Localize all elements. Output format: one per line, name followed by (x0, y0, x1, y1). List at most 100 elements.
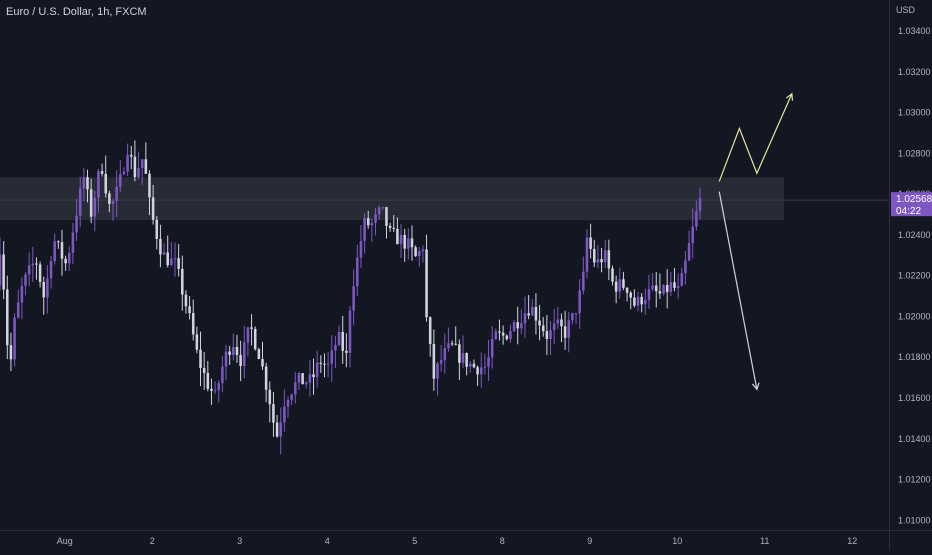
candle-body (439, 360, 443, 364)
candle-body (680, 273, 684, 286)
bearish-projection-arrow-head (751, 382, 760, 391)
candle-body (417, 251, 421, 257)
candle-body (213, 390, 217, 392)
candle-body (57, 241, 60, 243)
candle-body (210, 388, 213, 391)
candle-body (669, 282, 673, 292)
candle-body (301, 373, 304, 385)
candle-body (396, 228, 399, 245)
candle-body (104, 173, 108, 194)
candle-body (698, 198, 702, 212)
candle-body (545, 331, 549, 340)
candle-body (93, 197, 97, 217)
candle-body (443, 348, 447, 361)
candle-body (538, 320, 541, 326)
candle-body (242, 342, 246, 367)
candle-body (283, 406, 286, 423)
candle-body (490, 339, 494, 358)
candle-body (323, 363, 326, 365)
price-tick-label: 1.02000 (898, 311, 931, 321)
candle-body (428, 317, 432, 344)
bullish-projection-arrow (718, 93, 793, 182)
candle-body (436, 363, 439, 379)
price-tick-label: 1.02200 (898, 271, 931, 281)
time-axis[interactable]: Aug 2 3 4 5 8 9 10 11 12 (57, 536, 858, 546)
candle-body (235, 346, 239, 355)
candle-body (272, 404, 275, 423)
price-tick-label: 1.03200 (898, 67, 931, 77)
candle-body (512, 322, 516, 332)
candle-body (78, 188, 82, 216)
annotation-lines-group (718, 92, 794, 391)
candle-body (421, 249, 425, 252)
candle-body (97, 171, 100, 198)
candle-body (571, 313, 574, 321)
price-tick-label: 1.02800 (898, 148, 931, 158)
candle-body (461, 352, 465, 363)
candle-body (195, 334, 199, 350)
candle-body (334, 345, 337, 351)
candle-body (574, 313, 578, 315)
candle-body (611, 268, 614, 282)
candle-body (458, 344, 461, 363)
candle-body (505, 335, 509, 340)
candle-body (294, 382, 297, 395)
candle-body (239, 354, 242, 367)
candle-body (100, 171, 104, 174)
candle-body (253, 328, 257, 350)
candle-body (202, 367, 206, 373)
time-tick-label: 11 (760, 536, 769, 546)
candle-body (159, 238, 162, 255)
candle-body (297, 373, 301, 383)
candle-body (618, 279, 622, 292)
candle-body (0, 254, 2, 286)
candle-body (184, 294, 188, 307)
candle-body (308, 374, 312, 383)
candle-body (425, 249, 428, 318)
price-axis[interactable]: 1.034001.032001.030001.028001.026001.024… (898, 26, 931, 525)
candle-body (684, 260, 687, 274)
candle-body (622, 279, 625, 288)
candle-body (13, 317, 16, 360)
candle-body (170, 258, 173, 266)
candle-body (432, 343, 436, 379)
candle-body (279, 422, 283, 437)
price-badge-value: 1.02568 (896, 194, 932, 205)
candle-body (108, 193, 111, 204)
candle-body (64, 258, 67, 264)
candle-body (319, 362, 323, 364)
candle-body (206, 372, 210, 389)
candle-body (403, 234, 406, 249)
candle-body (552, 323, 556, 331)
candle-body (578, 290, 581, 314)
candle-body (337, 331, 341, 346)
candle-body (523, 313, 527, 324)
candle-body (86, 177, 89, 190)
candle-body (414, 247, 417, 257)
price-badge: 1.02568 04:22 (891, 192, 932, 217)
candle-body (16, 302, 20, 318)
candle-body (381, 207, 385, 209)
candle-body (140, 159, 144, 168)
time-tick-label: 3 (237, 536, 242, 546)
candle-body (129, 154, 133, 157)
candle-body (330, 350, 334, 364)
candle-body (527, 313, 530, 316)
candle-body (38, 264, 42, 283)
candle-body (556, 319, 560, 324)
candle-body (9, 345, 13, 360)
candle-body (629, 292, 633, 298)
candle-body (232, 346, 235, 355)
candle-body (407, 238, 410, 249)
candle-body (589, 237, 592, 249)
candle-body (501, 332, 505, 336)
candle-body (89, 189, 93, 217)
candle-body (49, 260, 53, 279)
candle-body (111, 200, 115, 204)
candle-body (377, 207, 381, 215)
candle-body (687, 242, 691, 261)
candle-body (531, 307, 534, 316)
candle-body (509, 331, 512, 340)
